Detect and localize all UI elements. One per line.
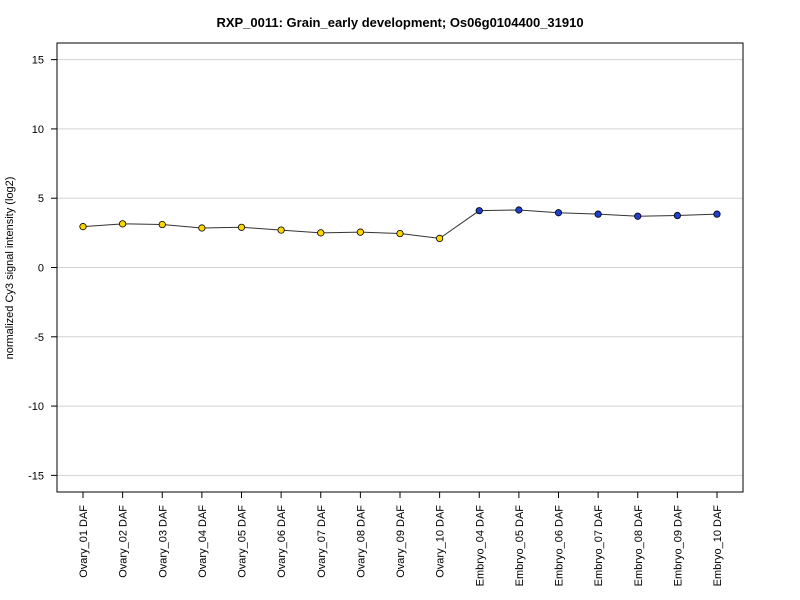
data-point (119, 220, 127, 228)
y-tick-label: 5 (38, 193, 44, 205)
data-point (198, 224, 206, 232)
x-tick-label: Embryo_10 DAF (712, 505, 724, 587)
x-tick-label: Embryo_06 DAF (554, 505, 566, 587)
x-tick-label: Embryo_09 DAF (672, 505, 684, 587)
data-point (79, 223, 87, 231)
x-tick-label: Ovary_06 DAF (276, 505, 288, 578)
x-tick-label: Embryo_04 DAF (474, 505, 486, 587)
x-tick-label: Ovary_02 DAF (118, 505, 130, 578)
data-point (634, 212, 642, 220)
y-tick-label: 10 (32, 124, 44, 136)
data-point (237, 223, 246, 231)
data-point (277, 226, 285, 234)
x-tick-label: Ovary_01 DAF (78, 505, 90, 578)
data-point (554, 209, 563, 217)
y-axis: -15 -10 -5 0 5 10 15 (28, 55, 57, 482)
y-tick-label: 0 (38, 263, 44, 275)
x-tick-label: Ovary_05 DAF (237, 505, 249, 578)
data-point (356, 228, 364, 236)
data-point (673, 211, 681, 220)
x-tick-label: Ovary_09 DAF (395, 505, 407, 578)
data-point (515, 206, 523, 214)
data-point (475, 207, 483, 215)
x-tick-label: Embryo_08 DAF (633, 505, 645, 587)
x-tick-label: Embryo_07 DAF (593, 505, 605, 587)
x-tick-label: Ovary_04 DAF (197, 505, 209, 578)
y-tick-label: -5 (34, 332, 44, 344)
x-tick-label: Ovary_03 DAF (157, 505, 169, 578)
data-point (594, 210, 602, 218)
x-tick-label: Ovary_08 DAF (355, 505, 367, 578)
x-tick-label: Ovary_07 DAF (316, 505, 328, 578)
y-tick-label: -15 (28, 470, 44, 482)
data-point (317, 229, 325, 237)
y-tick-label: 15 (32, 55, 44, 67)
y-axis-label: normalized Cy3 signal intensity (log2) (4, 177, 16, 360)
series-line (79, 206, 721, 242)
data-point (396, 229, 404, 238)
data-point (713, 210, 721, 218)
gridlines (57, 59, 743, 476)
data-point (158, 220, 166, 229)
x-tick-label: Ovary_10 DAF (435, 505, 447, 578)
data-point (436, 234, 444, 242)
x-axis: Ovary_01 DAF Ovary_02 DAF Ovary_03 DAF Ovar… (78, 492, 724, 586)
x-tick-label: Embryo_05 DAF (514, 505, 526, 587)
y-tick-label: -10 (28, 401, 44, 413)
chart-title: RXP_0011: Grain_early development; Os06g… (216, 15, 583, 30)
